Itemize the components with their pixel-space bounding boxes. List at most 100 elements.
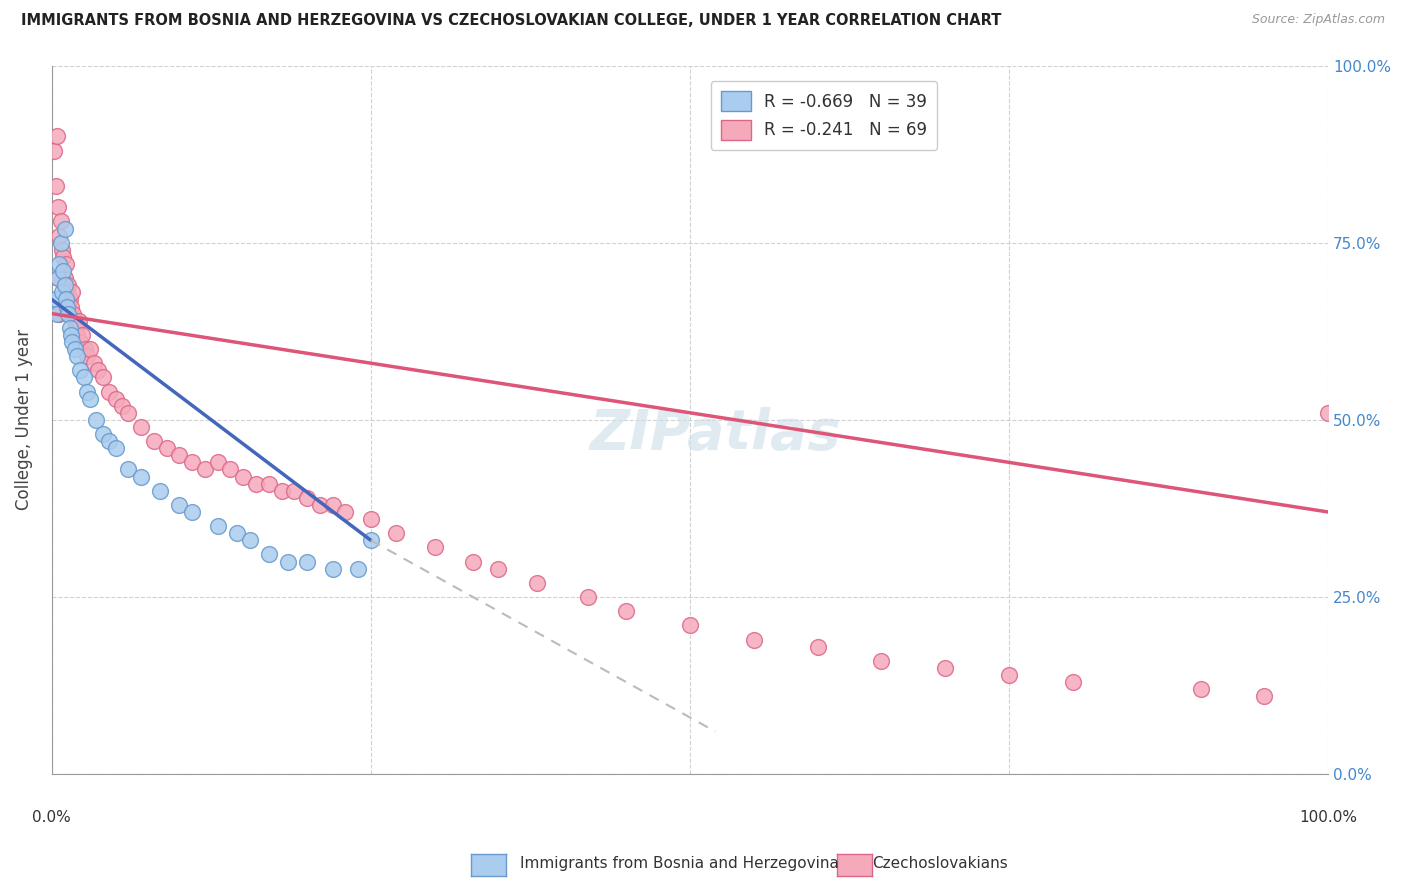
- Point: [295, 491, 318, 505]
- Point: [53, 221, 76, 235]
- Point: [998, 668, 1021, 682]
- Point: [335, 505, 357, 519]
- Point: [225, 526, 247, 541]
- Point: [207, 519, 229, 533]
- Point: [63, 313, 86, 327]
- Text: 0.0%: 0.0%: [32, 810, 72, 824]
- Point: [322, 562, 344, 576]
- Point: [156, 441, 179, 455]
- Point: [53, 278, 76, 293]
- Point: [73, 342, 96, 356]
- Point: [62, 307, 84, 321]
- Point: [679, 618, 702, 632]
- Point: [86, 413, 108, 427]
- Point: [66, 349, 89, 363]
- Point: [45, 293, 67, 307]
- Point: [58, 307, 80, 321]
- Point: [239, 533, 262, 548]
- Point: [308, 498, 330, 512]
- Legend: R = -0.669   N = 39, R = -0.241   N = 69: R = -0.669 N = 39, R = -0.241 N = 69: [710, 81, 936, 150]
- Point: [576, 590, 599, 604]
- Point: [194, 462, 217, 476]
- Point: [129, 420, 152, 434]
- Point: [49, 214, 72, 228]
- Point: [45, 179, 67, 194]
- Point: [67, 313, 90, 327]
- Text: Source: ZipAtlas.com: Source: ZipAtlas.com: [1251, 13, 1385, 27]
- Point: [59, 293, 82, 307]
- Point: [870, 654, 893, 668]
- Point: [46, 200, 69, 214]
- Point: [169, 498, 191, 512]
- Point: [360, 533, 382, 548]
- Point: [277, 555, 299, 569]
- Point: [56, 300, 79, 314]
- Point: [488, 562, 510, 576]
- Point: [98, 384, 121, 399]
- Point: [56, 285, 79, 300]
- Point: [91, 427, 114, 442]
- Point: [52, 250, 75, 264]
- Point: [219, 462, 242, 476]
- Point: [79, 342, 101, 356]
- Point: [1062, 675, 1084, 690]
- Point: [59, 327, 82, 342]
- Point: [1317, 406, 1340, 420]
- Point: [1189, 682, 1212, 697]
- Point: [283, 483, 305, 498]
- Point: [104, 441, 127, 455]
- Point: [257, 476, 280, 491]
- Point: [742, 632, 765, 647]
- Point: [142, 434, 165, 449]
- Point: [117, 462, 139, 476]
- Point: [45, 307, 67, 321]
- Point: [60, 285, 83, 300]
- Point: [232, 469, 254, 483]
- Point: [111, 399, 134, 413]
- Point: [181, 505, 204, 519]
- Point: [169, 448, 191, 462]
- Text: Immigrants from Bosnia and Herzegovina: Immigrants from Bosnia and Herzegovina: [520, 856, 839, 871]
- Text: Czechoslovakians: Czechoslovakians: [872, 856, 1008, 871]
- Point: [98, 434, 121, 449]
- Point: [347, 562, 370, 576]
- Point: [53, 271, 76, 285]
- Point: [46, 271, 69, 285]
- Point: [257, 548, 280, 562]
- Point: [934, 661, 956, 675]
- Text: 100.0%: 100.0%: [1299, 810, 1357, 824]
- Point: [55, 257, 77, 271]
- Text: ZIPatlas: ZIPatlas: [589, 407, 841, 461]
- Point: [69, 334, 91, 349]
- Point: [65, 320, 87, 334]
- Point: [83, 356, 105, 370]
- Point: [806, 640, 828, 654]
- Point: [51, 243, 73, 257]
- Point: [79, 392, 101, 406]
- Point: [385, 526, 408, 541]
- Point: [60, 334, 83, 349]
- Point: [49, 235, 72, 250]
- Point: [76, 384, 98, 399]
- Point: [73, 370, 96, 384]
- Point: [104, 392, 127, 406]
- Point: [76, 349, 98, 363]
- Point: [1253, 689, 1275, 703]
- Point: [526, 575, 548, 590]
- Text: IMMIGRANTS FROM BOSNIA AND HERZEGOVINA VS CZECHOSLOVAKIAN COLLEGE, UNDER 1 YEAR : IMMIGRANTS FROM BOSNIA AND HERZEGOVINA V…: [21, 13, 1001, 29]
- Point: [44, 144, 66, 158]
- Point: [207, 455, 229, 469]
- Point: [181, 455, 204, 469]
- Y-axis label: College, Under 1 year: College, Under 1 year: [15, 329, 32, 510]
- Point: [72, 327, 94, 342]
- Point: [129, 469, 152, 483]
- Point: [86, 363, 108, 377]
- Point: [58, 278, 80, 293]
- Point: [360, 512, 382, 526]
- Point: [48, 307, 70, 321]
- Point: [295, 555, 318, 569]
- Point: [59, 300, 82, 314]
- Point: [245, 476, 267, 491]
- Point: [52, 264, 75, 278]
- Point: [45, 129, 67, 144]
